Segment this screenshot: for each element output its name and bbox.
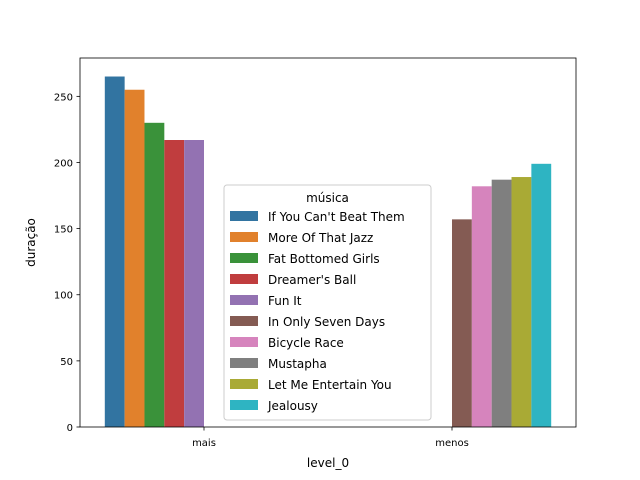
y-tick-label: 50 — [60, 357, 73, 368]
legend-title: música — [306, 191, 349, 205]
bars — [104, 76, 552, 428]
legend-entry: Bicycle Race — [268, 336, 344, 350]
bar — [531, 163, 552, 427]
plot-frame — [79, 57, 577, 428]
legend-swatch — [230, 232, 258, 242]
bar — [511, 177, 532, 427]
y-tick-label: 200 — [54, 158, 73, 169]
bar — [104, 76, 125, 428]
legend-items: If You Can't Beat Them More Of That Jazz F… — [230, 210, 405, 413]
y-tick-label: 250 — [54, 92, 73, 103]
legend-entry: In Only Seven Days — [268, 315, 385, 329]
legend-entry: Dreamer's Ball — [268, 273, 356, 287]
legend-swatch — [230, 337, 258, 347]
y-tick-label: 100 — [54, 291, 73, 302]
bar — [452, 219, 472, 427]
legend-swatch — [230, 211, 258, 221]
bar — [124, 89, 145, 427]
y-tick-label: 0 — [67, 423, 73, 434]
legend-swatch — [230, 379, 258, 389]
legend-box — [223, 184, 432, 421]
legend-entry: Mustapha — [268, 357, 327, 371]
legend-swatch — [230, 316, 258, 326]
bar — [144, 122, 165, 427]
bar — [184, 140, 204, 427]
legend-entry: Fat Bottomed Girls — [268, 252, 380, 266]
legend-entry: Jealousy — [267, 399, 318, 413]
bar — [471, 186, 492, 427]
y-axis-ticks: 0 50 100 150 200 250 — [54, 92, 80, 434]
bar — [164, 140, 185, 427]
legend-swatch — [230, 253, 258, 263]
legend-entry: If You Can't Beat Them — [268, 210, 405, 224]
legend: música If You Can't Beat Them More Of Tha… — [223, 184, 432, 421]
legend-swatch — [230, 358, 258, 368]
bar — [491, 179, 512, 427]
legend-entry: More Of That Jazz — [268, 231, 373, 245]
legend-swatch — [230, 295, 258, 305]
legend-entry: Fun It — [268, 294, 302, 308]
x-tick-label: menos — [435, 438, 469, 449]
x-tick-label: mais — [192, 438, 216, 449]
legend-swatch — [230, 274, 258, 284]
y-axis-label: duração — [24, 218, 38, 267]
x-axis-label: level_0 — [307, 456, 349, 470]
x-axis-ticks: mais menos — [192, 427, 469, 449]
y-tick-label: 150 — [54, 225, 73, 236]
legend-swatch — [230, 400, 258, 410]
legend-entry: Let Me Entertain You — [268, 378, 392, 392]
